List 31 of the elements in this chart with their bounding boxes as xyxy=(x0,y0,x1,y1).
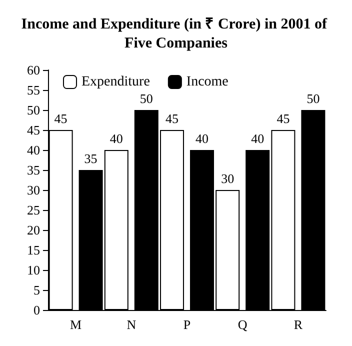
data-label: 50 xyxy=(140,91,153,106)
x-tick-label: N xyxy=(126,317,137,332)
y-tick-label: 5 xyxy=(34,282,40,298)
data-label: 45 xyxy=(166,111,178,126)
data-label: 45 xyxy=(276,111,290,126)
data-label: 45 xyxy=(54,111,68,126)
data-label: 40 xyxy=(196,131,208,146)
x-tick-label: P xyxy=(183,317,191,332)
y-tick-label: 10 xyxy=(27,262,40,278)
y-tick-label: 40 xyxy=(27,142,40,158)
y-tick-label: 50 xyxy=(27,102,40,118)
legend-label: Expenditure xyxy=(82,74,150,90)
y-tick-label: 55 xyxy=(27,82,40,98)
data-label: 40 xyxy=(251,131,264,146)
y-tick-label: 35 xyxy=(27,162,40,178)
y-tick-label: 30 xyxy=(27,182,40,198)
data-label: 30 xyxy=(221,171,234,186)
y-tick-label: 60 xyxy=(27,62,40,78)
x-tick-label: R xyxy=(294,317,303,332)
x-tick-label: Q xyxy=(238,317,248,332)
y-tick-label: 45 xyxy=(27,122,40,138)
legend-label: Income xyxy=(186,74,228,90)
y-tick-label: 25 xyxy=(27,202,40,218)
data-label: 35 xyxy=(84,151,98,166)
y-tick-label: 15 xyxy=(27,242,40,258)
data-label: 50 xyxy=(306,91,320,106)
x-tick-label: M xyxy=(70,317,82,332)
data-label: 40 xyxy=(110,131,123,146)
y-tick-label: 0 xyxy=(34,302,40,318)
y-tick-label: 20 xyxy=(27,222,40,238)
chart-title: Income and Expenditure (in ₹ Crore) in 2001 of Five Companies xyxy=(21,16,331,52)
